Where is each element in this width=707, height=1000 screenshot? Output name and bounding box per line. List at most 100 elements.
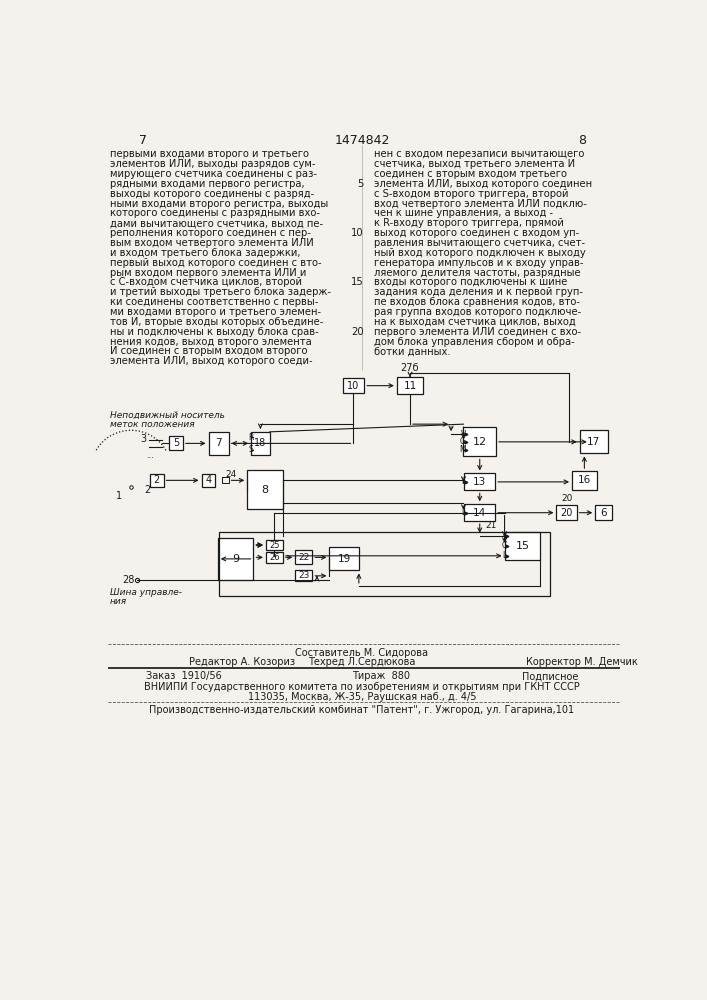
Text: пе входов блока сравнения кодов, вто-: пе входов блока сравнения кодов, вто- [373, 297, 580, 307]
Text: 6: 6 [600, 508, 607, 518]
Text: ...: ... [146, 451, 154, 460]
Text: 20: 20 [561, 494, 572, 503]
Text: 7: 7 [215, 438, 222, 448]
Text: к R-входу второго триггера, прямой: к R-входу второго триггера, прямой [373, 218, 563, 228]
Text: 7: 7 [139, 134, 146, 147]
Text: на к выходам счетчика циклов, выход: на к выходам счетчика циклов, выход [373, 317, 575, 327]
Text: M: M [459, 445, 466, 454]
Bar [343, 378, 364, 393]
Text: L: L [462, 508, 466, 517]
Text: 3: 3 [140, 434, 146, 444]
Text: 17: 17 [587, 437, 600, 447]
Text: реполнения которого соединен с пер-: реполнения которого соединен с пер- [110, 228, 311, 238]
Text: генератора импульсов и к входу управ-: генератора импульсов и к входу управ- [373, 258, 583, 268]
Text: Корректор М. Демчик: Корректор М. Демчик [526, 657, 638, 667]
Text: 20: 20 [561, 508, 573, 518]
Text: ми входами второго и третьего элемен-: ми входами второго и третьего элемен- [110, 307, 321, 317]
Bar [329, 547, 359, 570]
Text: 15: 15 [515, 541, 530, 551]
Text: которого соединены с разрядными вхо-: которого соединены с разрядными вхо- [110, 208, 320, 218]
Text: Составитель М. Сидорова: Составитель М. Сидорова [296, 648, 428, 658]
Text: 13: 13 [473, 477, 486, 487]
Text: Заказ  1910/56: Заказ 1910/56 [146, 671, 222, 681]
Bar [251, 432, 270, 455]
Text: ки соединены соответственно с первы-: ки соединены соответственно с первы- [110, 297, 318, 307]
Text: рая группа входов которого подключе-: рая группа входов которого подключе- [373, 307, 581, 317]
Text: 10: 10 [351, 228, 363, 238]
Bar [218, 538, 253, 580]
Text: ния: ния [110, 597, 127, 606]
Text: 2: 2 [144, 485, 151, 495]
Text: R: R [248, 433, 253, 442]
Text: 18: 18 [255, 438, 267, 448]
Text: S: S [249, 445, 253, 454]
Bar [572, 471, 597, 490]
Text: элемента ИЛИ, выход которого соединен: элемента ИЛИ, выход которого соединен [373, 179, 592, 189]
Text: ными входами второго регистра, выходы: ными входами второго регистра, выходы [110, 199, 328, 209]
Text: дом блока управления сбором и обра-: дом блока управления сбором и обра- [373, 337, 574, 347]
Text: C: C [502, 541, 507, 550]
Text: 27б: 27б [401, 363, 419, 373]
Text: Производственно-издательский комбинат "Патент", г. Ужгород, ул. Гагарина,101: Производственно-издательский комбинат "П… [149, 705, 575, 715]
Text: 4: 4 [206, 475, 211, 485]
Text: равления вычитающего счетчика, счет-: равления вычитающего счетчика, счет- [373, 238, 585, 248]
Text: 5: 5 [173, 438, 179, 448]
Text: меток положения: меток положения [110, 420, 194, 429]
Text: входы которого подключены к шине: входы которого подключены к шине [373, 277, 567, 287]
Bar [296, 550, 312, 564]
Text: ляемого делителя частоты, разрядные: ляемого делителя частоты, разрядные [373, 268, 580, 278]
Text: ботки данных.: ботки данных. [373, 346, 450, 356]
Text: G: G [460, 437, 466, 446]
Bar [595, 505, 612, 520]
Text: ВНИИПИ Государственного комитета по изобретениям и открытиям при ГКНТ СССР: ВНИИПИ Государственного комитета по изоб… [144, 682, 580, 692]
Bar [464, 504, 495, 521]
Text: Шина управле-: Шина управле- [110, 588, 182, 597]
Text: выход которого соединен с входом уп-: выход которого соединен с входом уп- [373, 228, 579, 238]
Text: 2: 2 [153, 475, 160, 485]
Text: 8: 8 [262, 485, 269, 495]
Text: и третий выходы третьего блока задерж-: и третий выходы третьего блока задерж- [110, 287, 331, 297]
Text: с С-входом счетчика циклов, второй: с С-входом счетчика циклов, второй [110, 277, 302, 287]
Text: дами вычитающего счетчика, выход пе-: дами вычитающего счетчика, выход пе- [110, 218, 323, 228]
Text: нения кодов, выход второго элемента: нения кодов, выход второго элемента [110, 337, 312, 347]
Text: мирующего счетчика соединены с раз-: мирующего счетчика соединены с раз- [110, 169, 317, 179]
Text: элемента ИЛИ, выход которого соеди-: элемента ИЛИ, выход которого соеди- [110, 356, 312, 366]
Text: 22: 22 [298, 553, 310, 562]
Bar [296, 570, 312, 581]
Text: И соединен с вторым входом второго: И соединен с вторым входом второго [110, 346, 308, 356]
Bar [397, 377, 423, 394]
Text: Неподвижный носитель: Неподвижный носитель [110, 411, 225, 420]
Text: с S-входом второго триггера, второй: с S-входом второго триггера, второй [373, 189, 568, 199]
Bar [266, 540, 283, 550]
Text: 23: 23 [298, 571, 310, 580]
Text: 1: 1 [117, 491, 122, 501]
Text: Техред Л.Сердюкова: Техред Л.Сердюкова [308, 657, 416, 667]
Text: рядными входами первого регистра,: рядными входами первого регистра, [110, 179, 305, 189]
Bar [209, 432, 228, 455]
Text: Подписное: Подписное [522, 671, 579, 681]
Text: первого элемента ИЛИ соединен с вхо-: первого элемента ИЛИ соединен с вхо- [373, 327, 580, 337]
Text: 26: 26 [269, 553, 280, 562]
Text: 24: 24 [226, 470, 237, 479]
Text: V: V [502, 531, 507, 540]
Text: 25: 25 [269, 541, 280, 550]
Bar [505, 532, 540, 560]
Text: 1474842: 1474842 [334, 134, 390, 147]
Text: V: V [460, 430, 466, 439]
Text: ный вход которого подключен к выходу: ный вход которого подключен к выходу [373, 248, 585, 258]
Text: 28: 28 [122, 575, 135, 585]
Text: вход четвертого элемента ИЛИ подклю-: вход четвертого элемента ИЛИ подклю- [373, 199, 586, 209]
Text: задания кода деления и к первой груп-: задания кода деления и к первой груп- [373, 287, 583, 297]
Text: первый выход которого соединен с вто-: первый выход которого соединен с вто- [110, 258, 322, 268]
Bar [556, 505, 577, 520]
Text: 20: 20 [351, 327, 363, 337]
Text: тов И, вторые входы которых объедине-: тов И, вторые входы которых объедине- [110, 317, 323, 327]
Text: рым входом первого элемента ИЛИ и: рым входом первого элемента ИЛИ и [110, 268, 306, 278]
Text: элементов ИЛИ, выходы разрядов сум-: элементов ИЛИ, выходы разрядов сум- [110, 159, 315, 169]
Text: и входом третьего блока задержки,: и входом третьего блока задержки, [110, 248, 300, 258]
Text: 10: 10 [347, 381, 360, 391]
Text: 5: 5 [357, 179, 363, 189]
Text: нен с входом перезаписи вычитающего: нен с входом перезаписи вычитающего [373, 149, 584, 159]
Text: L: L [503, 551, 507, 560]
Text: 21: 21 [486, 521, 497, 530]
